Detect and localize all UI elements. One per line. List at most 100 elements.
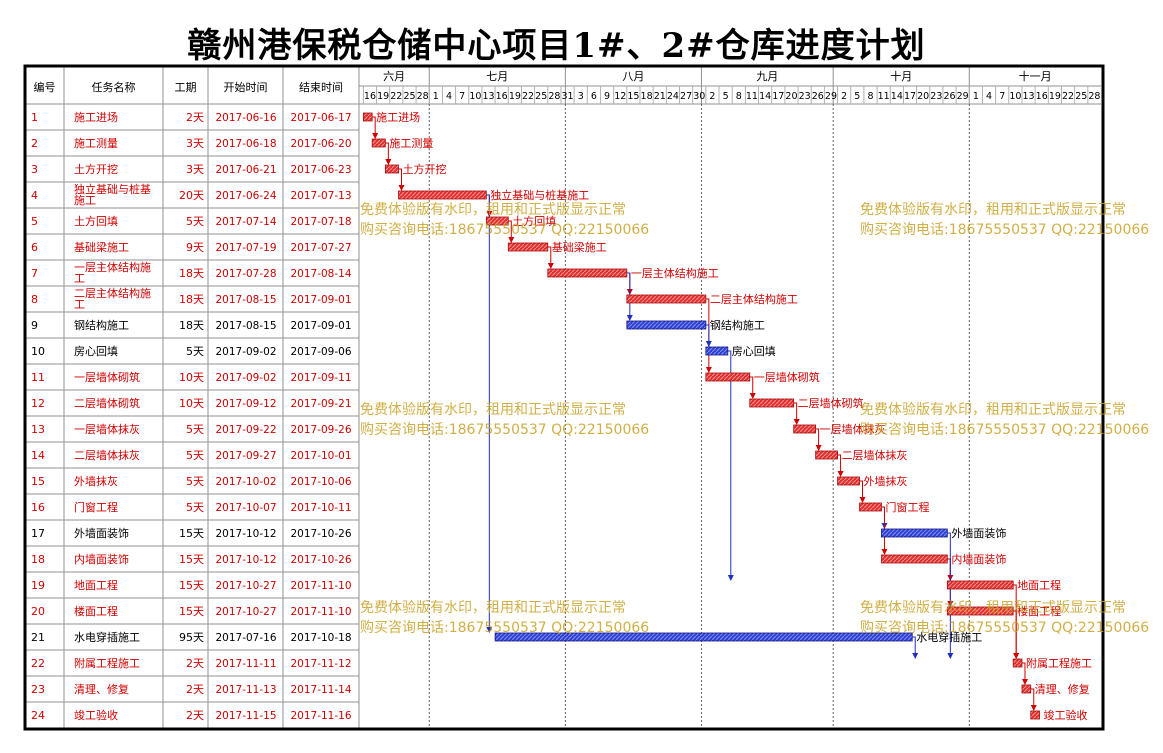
- dependency-link: [385, 142, 392, 165]
- task-name-cell: 施工: [74, 194, 96, 207]
- task-bar: [1021, 684, 1032, 694]
- task-bar: [1030, 710, 1040, 720]
- task-end-cell: 2017-07-18: [290, 216, 351, 228]
- day-tick-label: 5: [854, 91, 860, 102]
- task-end-cell: 2017-11-10: [290, 580, 351, 592]
- task-end-cell: 2017-09-11: [290, 372, 351, 384]
- task-start-cell: 2017-09-12: [215, 398, 276, 410]
- month-label: 十一月: [1019, 69, 1052, 83]
- task-name-cell: 二层墙体抹灰: [74, 448, 140, 462]
- day-tick-label: 8: [867, 91, 873, 102]
- task-bar-label: 二层主体结构施工: [710, 292, 798, 306]
- task-bar: [837, 476, 860, 486]
- task-duration-cell: 95天: [179, 631, 204, 644]
- dependency-link: [547, 246, 554, 269]
- task-name-cell: 地面工程: [74, 579, 118, 592]
- task-duration-cell: 2天: [186, 111, 204, 124]
- task-duration-cell: 5天: [186, 215, 204, 228]
- outer-border: [23, 64, 1105, 731]
- dependency-link: [749, 376, 756, 399]
- task-start-cell: 2017-08-15: [215, 294, 276, 306]
- day-tick-label: 9: [604, 91, 610, 102]
- task-end-cell: 2017-06-17: [290, 112, 351, 124]
- task-name-cell: 一层主体结构施: [74, 260, 151, 274]
- task-name-cell: 外墙抹灰: [74, 474, 118, 488]
- task-id-cell: 15: [31, 475, 45, 488]
- task-start-cell: 2017-06-16: [215, 112, 276, 124]
- task-bars: 施工进场施工测量土方开挖独立基础与桩基施工土方回填基础梁施工一层主体结构施工二层…: [362, 110, 1092, 722]
- column-header: 工期: [175, 81, 197, 94]
- dependency-link: [372, 116, 379, 139]
- table-header-bg: [25, 66, 359, 104]
- task-end-cell: 2017-07-13: [290, 190, 351, 202]
- day-tick-label: 11: [878, 91, 890, 102]
- task-duration-cell: 2天: [186, 709, 204, 722]
- task-name-cell: 工: [74, 272, 85, 285]
- task-duration-cell: 2天: [186, 683, 204, 696]
- day-tick-label: 30: [693, 91, 705, 102]
- month-label: 九月: [756, 70, 778, 83]
- day-tick-label: 26: [812, 91, 824, 102]
- task-start-cell: 2017-07-14: [215, 216, 276, 228]
- day-tick-label: 23: [930, 91, 942, 102]
- task-name-cell: 基础梁施工: [74, 240, 129, 254]
- dependency-link: [705, 324, 712, 347]
- task-id-cell: 1: [31, 111, 38, 124]
- task-name-cell: 工: [74, 298, 85, 311]
- task-name-cell: 二层主体结构施: [74, 286, 151, 300]
- task-start-cell: 2017-10-12: [215, 528, 276, 540]
- task-bar: [485, 216, 509, 226]
- task-bar: [507, 242, 549, 252]
- day-tick-label: 25: [1075, 91, 1087, 102]
- day-tick-label: 31: [562, 91, 574, 102]
- day-tick-label: 7: [459, 91, 465, 102]
- task-bar-label: 基础梁施工: [552, 240, 607, 254]
- task-name-cell: 内墙面装饰: [74, 552, 129, 566]
- day-tick-label: 13: [482, 91, 494, 102]
- task-name-cell: 房心回填: [74, 344, 118, 358]
- task-bar: [946, 606, 1014, 616]
- day-tick-label: 20: [917, 91, 929, 102]
- task-start-cell: 2017-10-07: [215, 502, 276, 514]
- task-end-cell: 2017-10-26: [290, 554, 351, 566]
- dependency-link: [912, 636, 919, 659]
- column-header: 编号: [34, 80, 56, 94]
- task-bar: [705, 372, 751, 382]
- day-tick-label: 19: [1049, 91, 1061, 102]
- task-id-cell: 18: [31, 553, 45, 566]
- task-bar-label: 竣工验收: [1044, 708, 1088, 722]
- task-id-cell: 3: [31, 163, 38, 176]
- task-name-cell: 施工进场: [74, 110, 118, 124]
- task-bar-label: 楼面工程: [1017, 604, 1061, 618]
- task-duration-cell: 3天: [186, 137, 204, 150]
- task-end-cell: 2017-10-01: [290, 450, 351, 462]
- task-id-cell: 17: [31, 527, 45, 540]
- day-tick-label: 10: [1009, 91, 1021, 102]
- day-tick-label: 25: [403, 91, 415, 102]
- task-start-cell: 2017-11-13: [215, 684, 276, 696]
- task-bar: [398, 190, 487, 200]
- task-bar: [1012, 658, 1023, 668]
- task-duration-cell: 9天: [186, 241, 204, 254]
- task-duration-cell: 5天: [186, 475, 204, 488]
- task-duration-cell: 3天: [186, 163, 204, 176]
- task-bar-label: 施工进场: [376, 110, 420, 124]
- task-id-cell: 14: [31, 449, 45, 462]
- task-end-cell: 2017-06-23: [290, 164, 351, 176]
- task-id-cell: 24: [31, 709, 45, 722]
- dependency-link: [837, 454, 844, 477]
- task-name-cell: 土方开挖: [74, 162, 118, 176]
- task-id-cell: 8: [31, 293, 38, 306]
- task-duration-cell: 18天: [179, 293, 204, 306]
- task-bar-label: 一层主体结构施工: [631, 266, 719, 280]
- task-bar-label: 房心回填: [732, 344, 776, 358]
- task-bar-label: 外墙抹灰: [864, 474, 908, 488]
- task-end-cell: 2017-09-06: [290, 346, 351, 358]
- task-start-cell: 2017-08-15: [215, 320, 276, 332]
- task-bar: [859, 502, 882, 512]
- day-tick-label: 1: [973, 91, 979, 102]
- task-id-cell: 12: [31, 397, 45, 410]
- task-end-cell: 2017-11-16: [290, 710, 351, 722]
